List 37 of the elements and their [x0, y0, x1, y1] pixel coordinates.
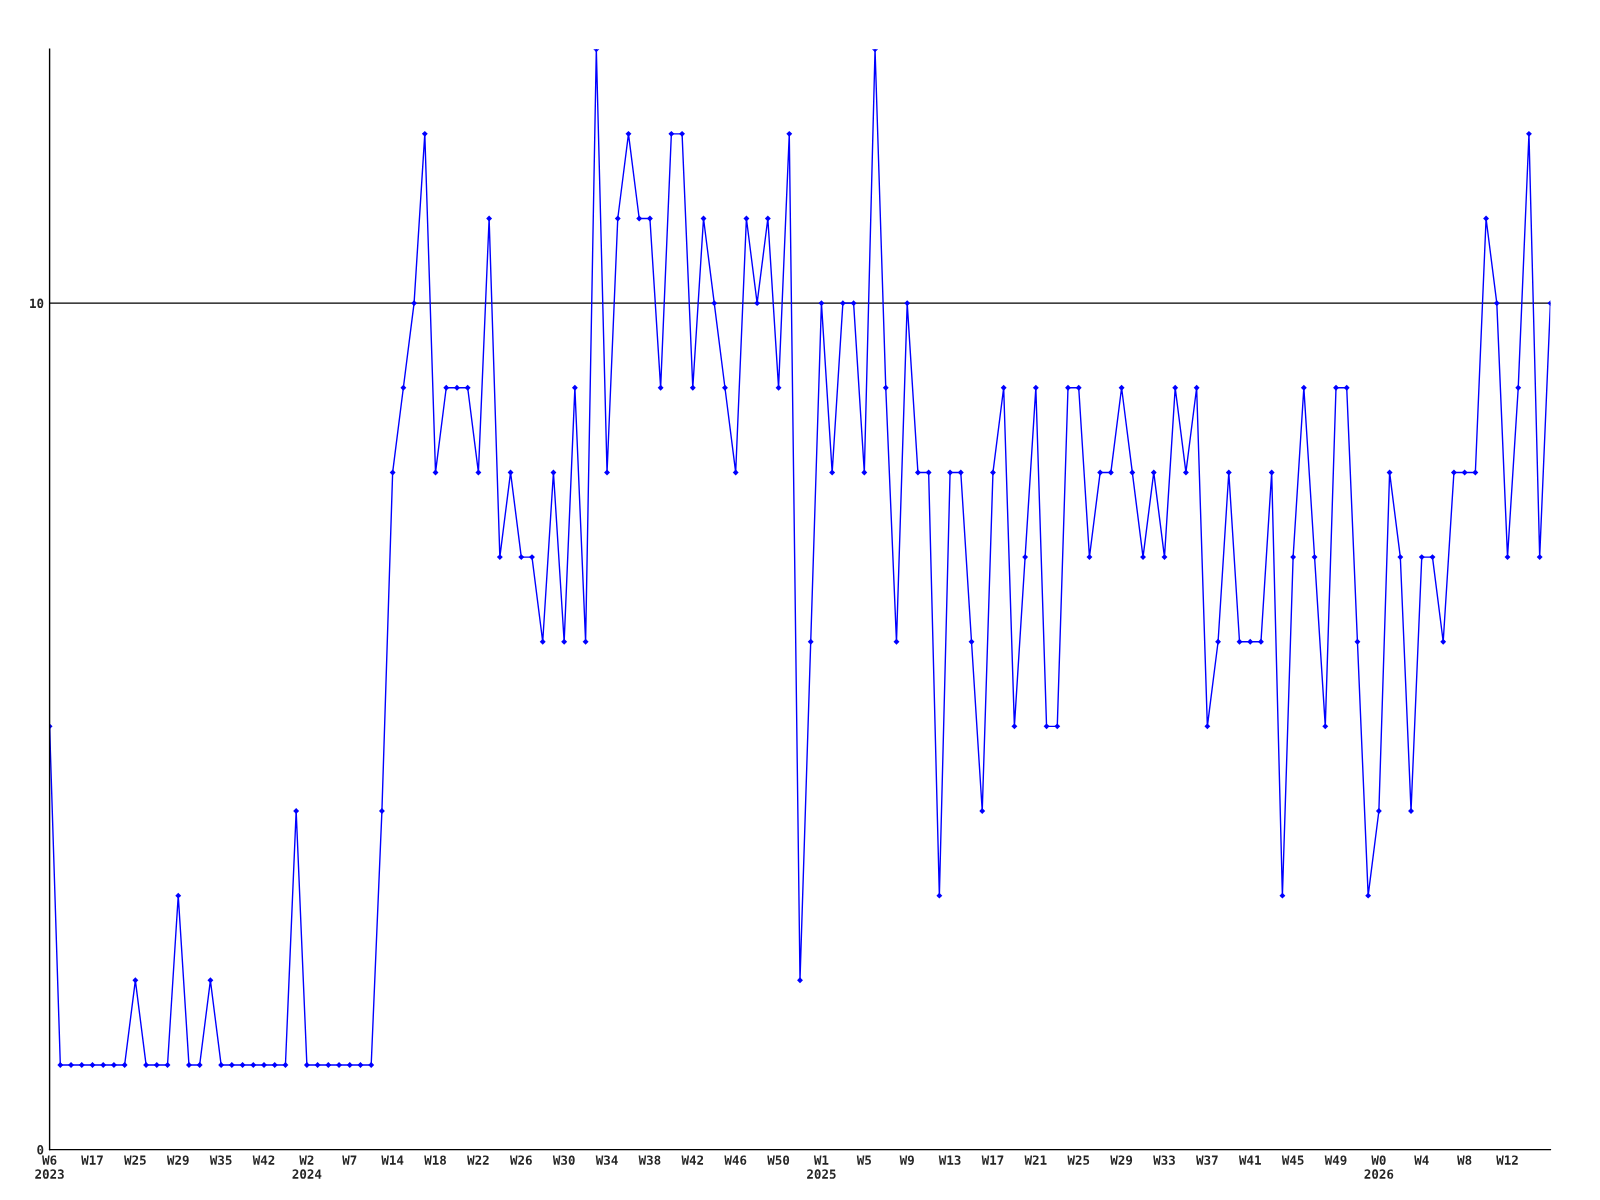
- x-tick-label: W14: [381, 1155, 404, 1165]
- x-tick-label: W46: [724, 1155, 747, 1165]
- x-tick-label: W1 2025: [807, 1155, 836, 1179]
- x-tick-label: W7: [342, 1155, 357, 1165]
- x-tick-label: W8: [1457, 1155, 1472, 1165]
- x-tick-label: W33: [1153, 1155, 1175, 1165]
- x-tick-label: W38: [638, 1155, 661, 1165]
- y-tick-label: 0: [37, 1145, 44, 1155]
- x-tick-label: W41: [1238, 1155, 1261, 1165]
- x-tick-label: W26: [509, 1155, 532, 1165]
- x-tick-label: W49: [1324, 1155, 1347, 1165]
- x-tick-label: W18: [424, 1155, 447, 1165]
- x-tick-label: W21: [1024, 1155, 1047, 1165]
- x-tick-label: W50: [767, 1155, 790, 1165]
- x-tick-label: W17: [81, 1155, 103, 1165]
- x-tick-label: W2 2024: [292, 1155, 322, 1179]
- x-tick-label: W35: [209, 1155, 232, 1165]
- x-tick-label: W13: [938, 1155, 961, 1165]
- x-tick-label: W30: [552, 1155, 575, 1165]
- x-tick-label: W42: [681, 1155, 704, 1165]
- x-tick-label: W9: [899, 1155, 914, 1165]
- x-tick-label: W4: [1414, 1155, 1429, 1165]
- x-tick-label: W0 2026: [1364, 1155, 1394, 1179]
- x-tick-label: W17: [981, 1155, 1004, 1165]
- x-tick-label: W6 2023: [35, 1155, 64, 1179]
- x-tick-label: W29: [1110, 1155, 1133, 1165]
- x-tick-label: W37: [1196, 1155, 1218, 1165]
- x-tick-label: W42: [252, 1155, 275, 1165]
- x-tick-label: W12: [1496, 1155, 1518, 1165]
- x-tick-label: W25: [1067, 1155, 1090, 1165]
- x-tick-label: W22: [467, 1155, 489, 1165]
- y-tick-label: 10: [30, 298, 44, 309]
- x-tick-label: W25: [124, 1155, 146, 1165]
- x-tick-label: W29: [166, 1155, 189, 1165]
- x-tick-label: W45: [1281, 1155, 1304, 1165]
- x-tick-label: W34: [595, 1155, 618, 1165]
- x-tick-label: W5: [856, 1155, 871, 1165]
